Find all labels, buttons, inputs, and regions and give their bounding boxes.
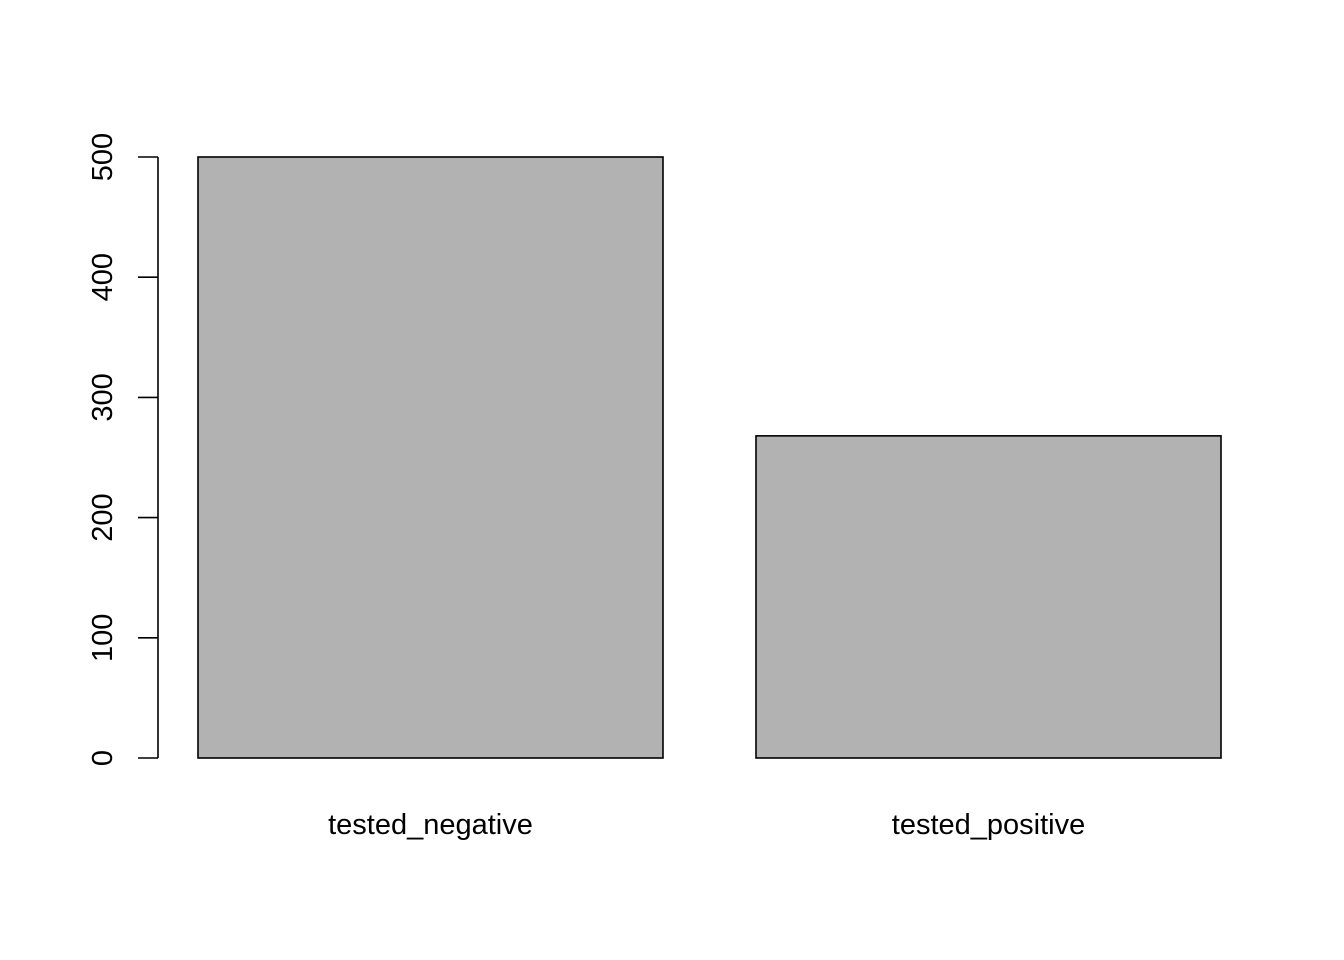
bar-tested-positive — [755, 435, 1222, 759]
y-tick-label: 400 — [87, 253, 119, 301]
x-category-label: tested_negative — [328, 809, 533, 841]
x-axis-labels: tested_negative tested_positive — [328, 809, 1085, 841]
y-tick-label: 300 — [87, 373, 119, 421]
y-tick-label: 0 — [87, 750, 119, 766]
y-tick-label: 100 — [87, 614, 119, 662]
x-category-label: tested_positive — [892, 809, 1085, 841]
y-tick-label: 500 — [87, 133, 119, 181]
y-tick-label: 200 — [87, 493, 119, 541]
bar-tested-negative — [197, 156, 664, 759]
bars — [197, 156, 1222, 759]
y-axis: 0 100 200 300 400 500 — [87, 133, 159, 766]
